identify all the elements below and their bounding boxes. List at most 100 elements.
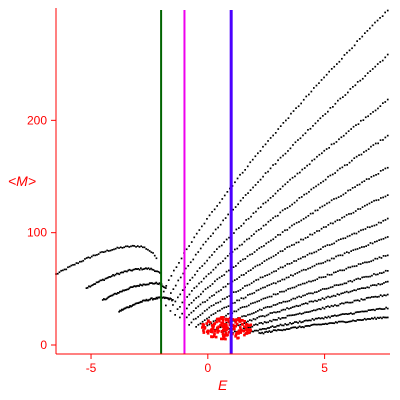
data-point [197, 251, 200, 253]
highlight-point [237, 336, 240, 340]
data-point [385, 316, 388, 319]
data-point [249, 161, 252, 164]
data-point [262, 332, 265, 335]
data-point [364, 287, 367, 289]
data-point [254, 329, 256, 332]
data-point [244, 258, 247, 260]
data-point [111, 249, 114, 251]
data-point [190, 241, 193, 243]
data-point [284, 308, 287, 311]
data-point [322, 317, 325, 320]
data-point [159, 272, 161, 274]
data-point [141, 301, 143, 303]
data-point [132, 285, 135, 288]
data-point [179, 316, 181, 319]
highlight-point [212, 335, 215, 339]
data-point [384, 136, 387, 139]
data-point [103, 279, 105, 281]
data-point [293, 286, 296, 289]
data-point [213, 251, 216, 253]
data-point [251, 312, 253, 315]
data-point [307, 267, 309, 270]
data-point [150, 251, 153, 254]
data-point [348, 161, 351, 164]
data-point [123, 246, 125, 249]
data-point [106, 249, 108, 252]
data-point [313, 158, 316, 161]
highlight-point [234, 335, 237, 338]
data-point [286, 263, 289, 265]
data-point [274, 192, 277, 195]
data-point [279, 211, 282, 214]
data-point [348, 49, 351, 52]
data-point [328, 306, 331, 308]
data-point [302, 218, 305, 220]
data-point [270, 326, 272, 328]
data-point [364, 310, 367, 313]
data-point [236, 299, 238, 302]
data-point [218, 245, 221, 248]
data-point [330, 143, 333, 146]
data-point [334, 172, 336, 174]
data-point [337, 270, 339, 272]
data-point [170, 275, 173, 277]
data-point [325, 148, 328, 150]
data-point [369, 309, 371, 311]
data-point [267, 170, 269, 173]
data-point [158, 296, 160, 299]
data-point [129, 269, 132, 272]
data-point [295, 241, 298, 244]
data-point [322, 276, 325, 278]
data-point [201, 320, 204, 323]
data-point [254, 155, 257, 158]
data-point [253, 233, 255, 235]
data-point [319, 317, 322, 320]
data-point [364, 261, 366, 264]
data-point [314, 323, 317, 326]
data-point [221, 298, 224, 300]
data-point [354, 210, 357, 212]
data-point [201, 312, 204, 315]
data-point [282, 122, 285, 124]
data-point [367, 244, 370, 246]
data-point [189, 279, 191, 281]
data-point [256, 317, 259, 319]
data-point [384, 269, 387, 272]
data-point [214, 266, 217, 269]
data-point [113, 292, 116, 295]
data-point [298, 271, 301, 273]
data-point [371, 24, 374, 27]
data-point [200, 280, 203, 283]
data-point [186, 282, 189, 285]
data-point [302, 294, 304, 297]
data-point [222, 260, 224, 262]
data-point [382, 196, 384, 199]
data-point [305, 319, 307, 322]
data-point [382, 308, 384, 310]
data-point [371, 317, 373, 319]
data-point [211, 254, 213, 256]
data-point [346, 251, 348, 253]
data-point [109, 276, 112, 278]
data-point [340, 320, 343, 323]
data-point [293, 201, 296, 204]
data-point [201, 265, 204, 267]
data-point [252, 267, 254, 270]
data-point [199, 247, 202, 250]
data-point [356, 311, 359, 313]
data-point [143, 267, 146, 270]
data-point [146, 299, 149, 302]
data-point [284, 300, 287, 303]
data-point [363, 180, 366, 182]
data-point [358, 247, 361, 249]
data-point [357, 288, 359, 290]
data-point [366, 30, 369, 32]
data-point [235, 291, 237, 293]
data-point [279, 266, 282, 269]
highlight-point [211, 324, 214, 327]
data-point [249, 253, 251, 256]
data-point [312, 292, 314, 295]
data-point [257, 310, 259, 312]
data-point [309, 212, 312, 215]
data-point [256, 324, 259, 326]
